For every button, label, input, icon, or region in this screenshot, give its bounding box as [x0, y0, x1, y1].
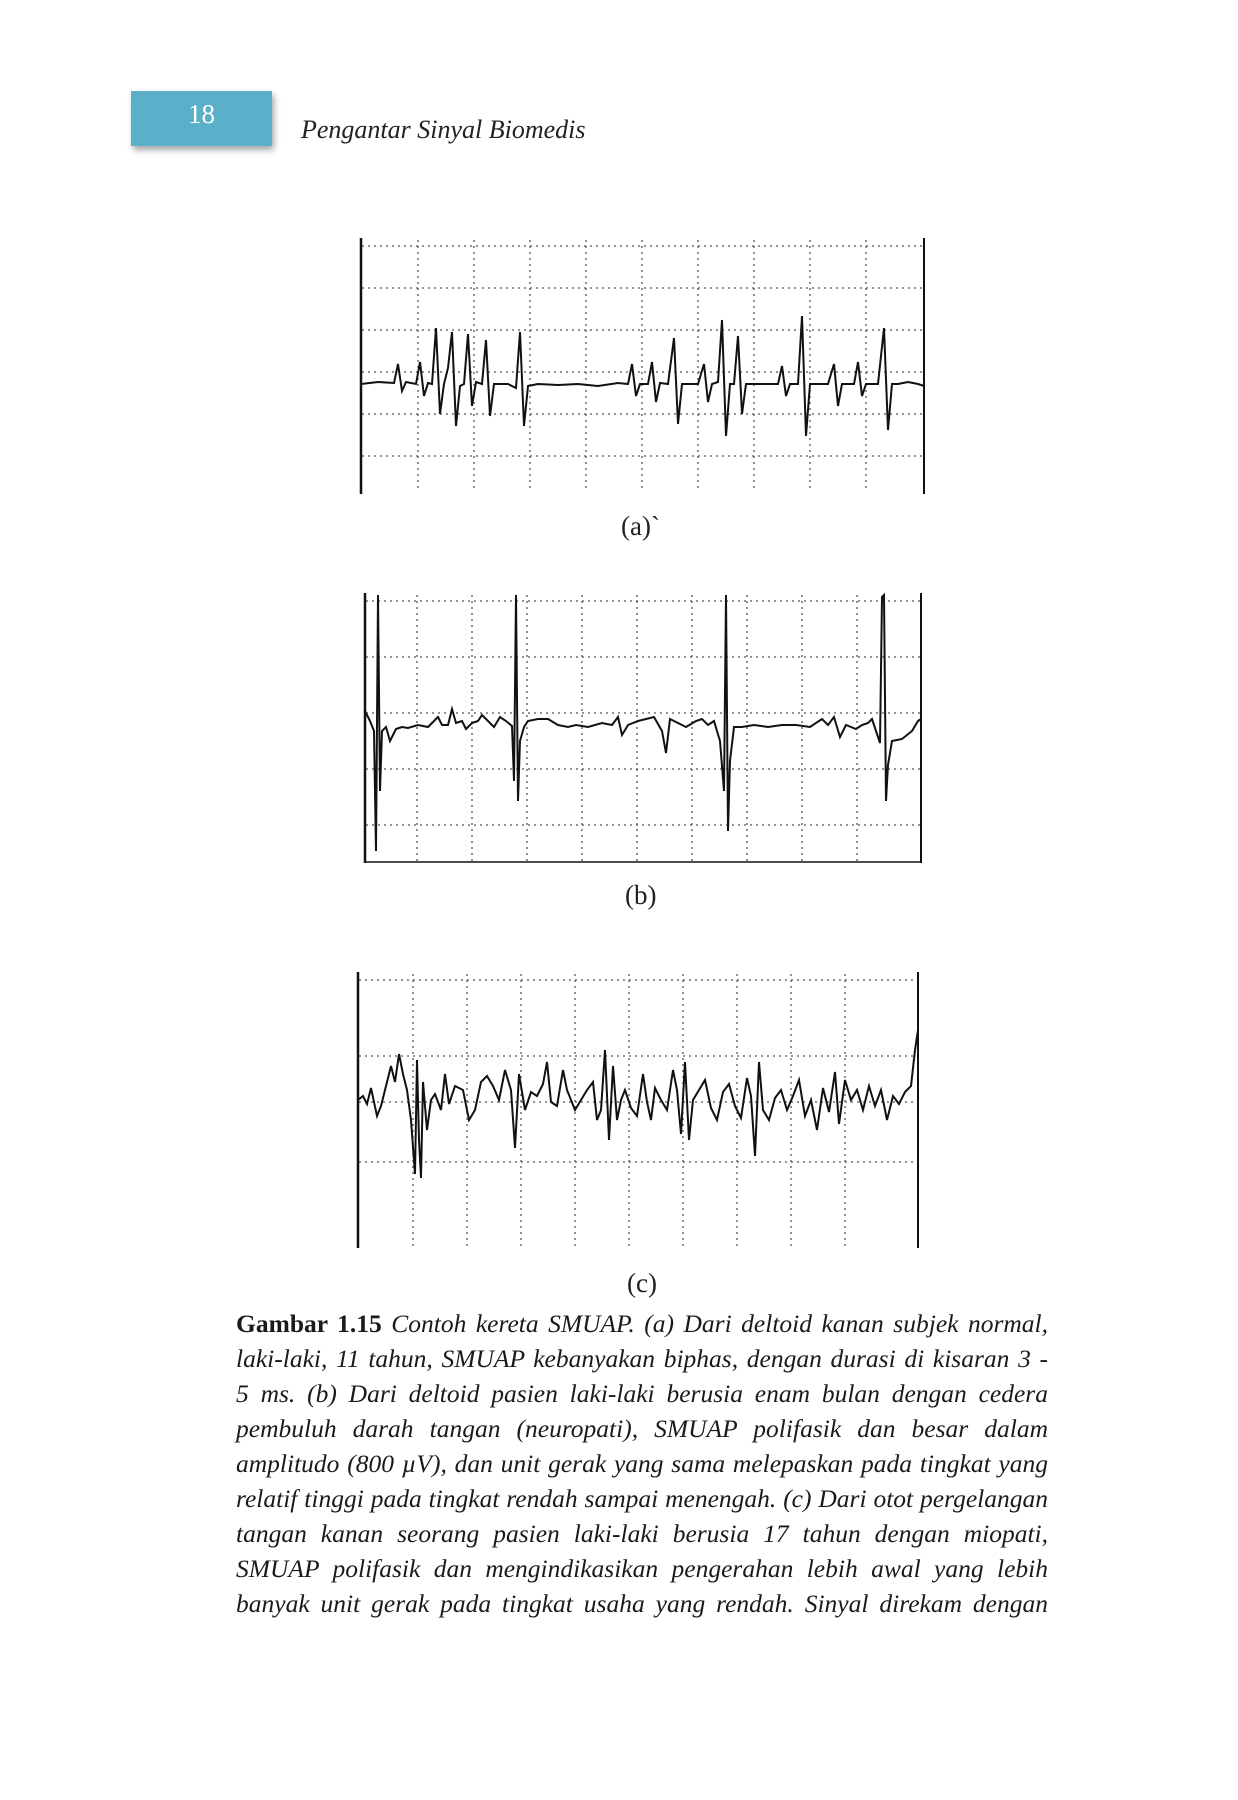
page-number-badge: 18 — [131, 91, 272, 146]
caption-line: banyak unit gerak pada tingkat usaha yan… — [236, 1589, 1048, 1618]
caption-line: 5 ms. (b) Dari deltoid pasien laki-laki … — [236, 1379, 1048, 1408]
figure-caption: Gambar 1.15 Contoh kereta SMUAP. (a) Dar… — [236, 1306, 1048, 1621]
caption-line: SMUAP polifasik dan mengindikasikan peng… — [236, 1554, 1048, 1583]
emg-trace-c-plot — [356, 972, 919, 1248]
caption-line: relatif tinggi pada tingkat rendah sampa… — [236, 1484, 1048, 1513]
emg-trace-panel-b — [362, 591, 924, 867]
caption-line: laki-laki, 11 tahun, SMUAP kebanyakan bi… — [236, 1344, 1048, 1373]
panel-label-b: (b) — [625, 880, 657, 910]
emg-trace-panel-a — [358, 236, 928, 498]
figure-number: Gambar 1.15 — [236, 1309, 382, 1338]
caption-line: tangan kanan seorang pasien laki-laki be… — [236, 1519, 1048, 1548]
panel-label-c: (c) — [627, 1268, 657, 1298]
emg-trace-a-plot — [359, 238, 925, 494]
emg-trace-b-plot — [363, 592, 922, 863]
caption-line: pembuluh darah tangan (neuropati), SMUAP… — [236, 1414, 1048, 1443]
panel-label-a: (a)` — [621, 511, 660, 541]
caption-line: Gambar 1.15 Contoh kereta SMUAP. (a) Dar… — [236, 1306, 1048, 1341]
caption-text: Contoh kereta SMUAP. (a) Dari deltoid ka… — [391, 1309, 1048, 1338]
caption-line: amplitudo (800 µV), dan unit gerak yang … — [236, 1449, 1048, 1478]
emg-trace-panel-c — [355, 970, 922, 1252]
page-number: 18 — [188, 99, 215, 129]
running-title: Pengantar Sinyal Biomedis — [301, 115, 586, 144]
